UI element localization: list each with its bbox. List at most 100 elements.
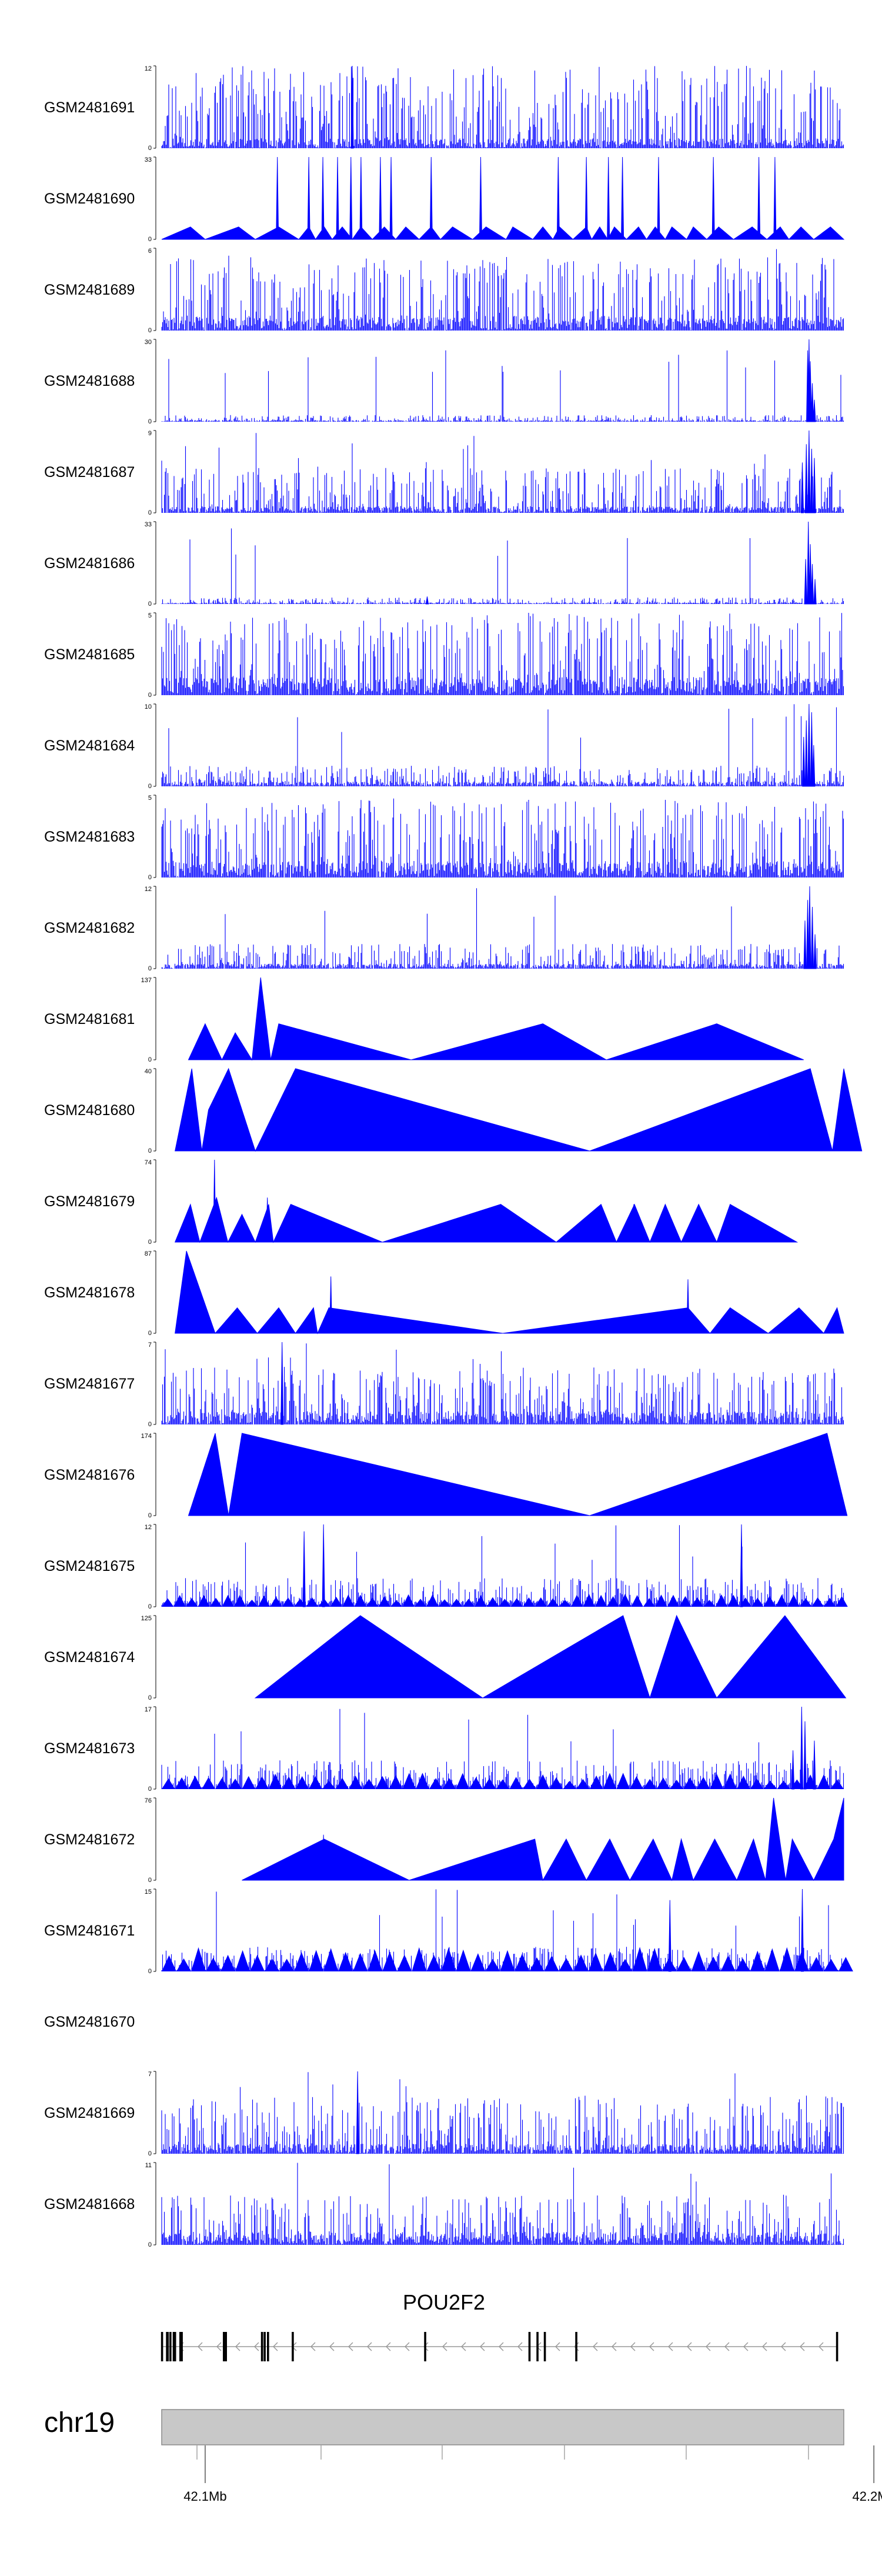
- signal-bars: [161, 888, 844, 969]
- track-GSM2481676: GSM2481676 174 0: [44, 1433, 848, 1519]
- y-tick-label-max: 74: [145, 1159, 152, 1166]
- strand-arrow: [385, 2342, 391, 2351]
- signal-peak: [804, 444, 808, 513]
- signal-peak: [280, 1342, 284, 1425]
- signal-bars: [161, 66, 844, 148]
- signal-peak: [800, 462, 804, 513]
- y-tick-label-min: 0: [148, 418, 152, 425]
- y-tick-label-max: 40: [145, 1068, 152, 1075]
- signal-peak: [813, 934, 817, 969]
- signal-peak: [773, 156, 777, 240]
- exon: [173, 2332, 176, 2361]
- signal-peak: [425, 596, 429, 605]
- y-tick-label-max: 15: [145, 1888, 152, 1896]
- track-GSM2481682: GSM2481682 12 0: [44, 886, 844, 972]
- track-GSM2481688: GSM2481688 30 0: [44, 339, 844, 425]
- track-GSM2481685: GSM2481685 5 0: [44, 612, 844, 699]
- y-tick-label-min: 0: [148, 1877, 152, 1884]
- strand-arrow: [235, 2342, 240, 2351]
- signal-area: [254, 1614, 847, 1699]
- track-label: GSM2481679: [44, 1193, 135, 1210]
- strand-arrow: [799, 2342, 805, 2351]
- y-tick-label-min: 0: [148, 1056, 152, 1063]
- signal-peak: [808, 886, 811, 969]
- track-label: GSM2481686: [44, 555, 135, 572]
- y-tick-label-min: 0: [148, 1330, 152, 1337]
- y-tick-label-min: 0: [148, 600, 152, 608]
- track-label: GSM2481682: [44, 920, 135, 936]
- track-label: GSM2481687: [44, 464, 135, 481]
- signal-peak: [307, 156, 310, 240]
- track-label: GSM2481683: [44, 829, 135, 845]
- signal-triangles: [162, 1947, 853, 1971]
- y-tick-label-min: 0: [148, 2241, 152, 2248]
- exon: [536, 2332, 539, 2361]
- signal-peak: [807, 430, 811, 513]
- y-tick-label-max: 12: [145, 65, 152, 72]
- exon: [172, 2332, 175, 2361]
- track-GSM2481668: GSM2481668 11 0: [44, 2162, 844, 2248]
- y-tick-label-max: 7: [148, 2071, 152, 2078]
- signal-peak: [356, 2071, 359, 2154]
- signal-peak: [813, 399, 816, 422]
- signal-peak: [349, 156, 353, 240]
- signal-bars: [161, 2072, 844, 2154]
- signal-peak: [321, 156, 325, 240]
- signal-peak: [556, 156, 560, 240]
- signal-peak: [657, 156, 660, 240]
- exon: [166, 2332, 169, 2361]
- signal-triangles: [162, 1594, 848, 1607]
- strand-arrow: [272, 2342, 278, 2351]
- exon: [225, 2332, 227, 2361]
- track-GSM2481683: GSM2481683 5 0: [44, 795, 844, 881]
- exon: [528, 2332, 531, 2361]
- exon: [424, 2332, 426, 2361]
- track-label: GSM2481689: [44, 282, 135, 298]
- signal-peak: [803, 1721, 807, 1790]
- y-tick-label-min: 0: [148, 1968, 152, 1975]
- exon: [263, 2332, 266, 2361]
- track-label: GSM2481673: [44, 1740, 135, 1757]
- signal-peak: [810, 449, 813, 513]
- track-GSM2481687: GSM2481687 9 0: [44, 430, 844, 516]
- y-tick-label-min: 0: [148, 145, 152, 152]
- signal-peak: [322, 1834, 325, 1881]
- track-GSM2481675: GSM2481675 12 0: [44, 1524, 848, 1610]
- track-GSM2481672: GSM2481672 76 0: [44, 1797, 844, 1884]
- signal-peak: [812, 745, 816, 787]
- signal-peak: [686, 1279, 690, 1334]
- signal-peak: [329, 1276, 333, 1334]
- signal-bars: [161, 2163, 844, 2245]
- signal-peak: [350, 65, 354, 149]
- signal-peak: [804, 559, 807, 605]
- signal-bars: [161, 613, 844, 695]
- y-tick-label-max: 76: [145, 1797, 152, 1804]
- signal-peak: [322, 1524, 325, 1607]
- strand-arrow: [348, 2342, 353, 2351]
- y-tick-label-max: 12: [145, 886, 152, 893]
- track-label: GSM2481670: [44, 2014, 135, 2030]
- signal-bars: [161, 1343, 844, 1424]
- strand-arrow: [705, 2342, 711, 2351]
- strand-arrow: [310, 2342, 316, 2351]
- signal-peak: [621, 156, 624, 240]
- y-tick-label-min: 0: [148, 1512, 152, 1519]
- track-label: GSM2481671: [44, 1923, 135, 1939]
- strand-arrow: [780, 2342, 786, 2351]
- genome-axis: 42.1Mb 42.2Mb: [183, 2445, 882, 2504]
- y-tick-label-max: 7: [148, 1342, 152, 1349]
- strand-arrow: [611, 2342, 617, 2351]
- signal-peak: [757, 156, 761, 240]
- signal-peak: [800, 1706, 803, 1790]
- strand-arrow: [442, 2342, 447, 2351]
- signal-peak: [276, 156, 279, 240]
- gene-model-track: POU2F2: [161, 2290, 838, 2361]
- chromosome-track: chr19 42.1Mb 42.2Mb: [44, 2407, 882, 2504]
- y-tick-label-max: 125: [141, 1615, 152, 1622]
- track-label: GSM2481677: [44, 1376, 135, 1392]
- track-GSM2481670: GSM2481670: [44, 2014, 135, 2030]
- strand-arrow: [404, 2342, 410, 2351]
- y-tick-label-min: 0: [148, 2150, 152, 2157]
- track-GSM2481690: GSM2481690 33 0: [44, 156, 845, 243]
- track-GSM2481674: GSM2481674 125 0: [44, 1614, 847, 1701]
